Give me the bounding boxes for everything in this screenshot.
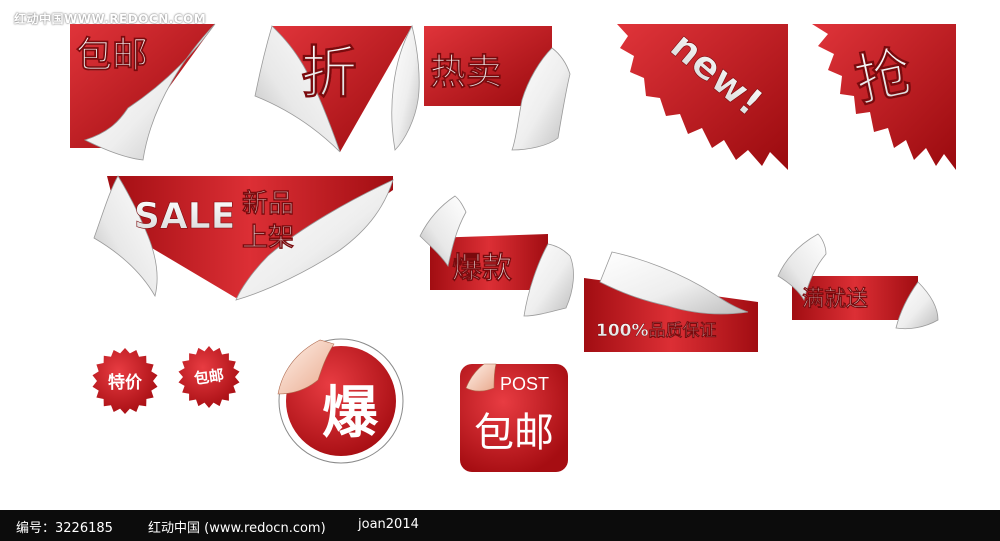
sticker-tejia-seal: 特价 xyxy=(92,348,158,414)
sticker-text: 100%品质保证 xyxy=(596,320,717,341)
sticker-bao-circle: 爆 xyxy=(277,338,404,464)
sticker-text: 折 xyxy=(301,41,357,106)
footer-author: joan2014 xyxy=(358,517,419,532)
sticker-sale-new-arrival: SALE 新品 上架 xyxy=(93,175,394,301)
sticker-post-baoyou: POST 包邮 xyxy=(460,363,568,472)
sticker-text: 爆款 xyxy=(452,251,513,286)
watermark-text: 红动中国WWW.REDOCN.COM xyxy=(14,12,207,26)
sticker-text: SALE xyxy=(134,196,235,237)
seal-shape xyxy=(92,348,158,414)
footer-bar: 编号：3226185 红动中国 (www.redocn.com) joan201… xyxy=(0,510,1000,541)
sticker-new-starburst: new! xyxy=(617,23,788,170)
footer-id: 编号：3226185 xyxy=(16,521,113,536)
sticker-baoyou-seal: 包邮 xyxy=(178,346,240,408)
sticker-text: 包邮 xyxy=(474,410,554,456)
sticker-text: 热卖 xyxy=(430,52,502,93)
sticker-text: 包邮 xyxy=(193,366,225,388)
sticker-text: 包邮 xyxy=(76,35,148,76)
sticker-text: 特价 xyxy=(108,372,143,393)
sticker-quality-guarantee: 100%品质保证 xyxy=(584,251,758,352)
sticker-manjiusong: 满就送 xyxy=(777,233,939,330)
footer-site[interactable]: 红动中国 (www.redocn.com) xyxy=(148,521,326,536)
sticker-text: POST xyxy=(500,374,549,394)
seal-shape xyxy=(178,346,240,408)
sticker-canvas: 包邮 折 热卖 new! 抢 SALE 新品 上架 爆款 xyxy=(70,23,956,472)
sticker-baoyou-corner: 包邮 xyxy=(70,23,216,161)
sticker-remai: 热卖 xyxy=(424,26,571,151)
sticker-text: 爆 xyxy=(322,380,379,446)
sticker-baokuan: 爆款 xyxy=(419,195,574,317)
sticker-zhe-triangle: 折 xyxy=(254,24,420,153)
sticker-qiang-starburst: 抢 xyxy=(812,24,956,170)
sticker-text: 新品 xyxy=(242,188,294,219)
sticker-text: 满就送 xyxy=(802,286,868,312)
sticker-text: 上架 xyxy=(242,223,294,253)
